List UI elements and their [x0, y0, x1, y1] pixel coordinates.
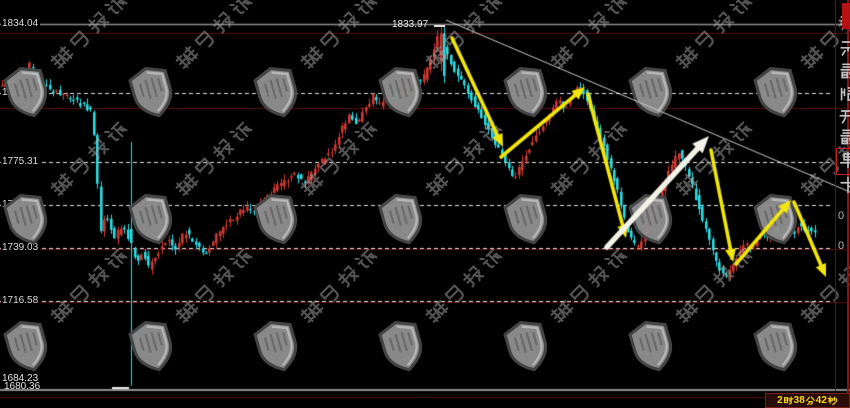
quote-flash-box [842, 3, 850, 29]
label-text: 42 [815, 394, 827, 406]
label-text: 38 [793, 394, 805, 406]
price-level-label: 1716.58 [1, 295, 41, 306]
hanzi-glyph [839, 151, 850, 169]
price-level-label: 1757.17 [1, 199, 41, 210]
quote-panel-item: 0 [838, 236, 850, 259]
hanzi-glyph [840, 129, 850, 145]
quote-panel-item [838, 61, 850, 84]
hanzi-glyph [840, 87, 850, 101]
price-level-label: 1775.31 [1, 156, 41, 167]
hanzi-glyph [840, 176, 850, 194]
peak-price-label: 1833.97 [392, 19, 429, 30]
quote-panel-item [838, 106, 850, 129]
price-level-label: 1804.53 [1, 87, 41, 98]
candle-countdown-timer: 2 38 42 [765, 393, 850, 408]
quote-panel-item [838, 127, 850, 150]
hanzi-glyph [805, 396, 815, 406]
quote-panel-item [838, 175, 850, 198]
hanzi-glyph [783, 396, 794, 405]
peak-tick [434, 25, 445, 27]
label-text: 0 [838, 240, 845, 252]
hanzi-glyph [840, 41, 850, 56]
price-level-label: 1739.03 [1, 242, 41, 253]
quote-panel-item: 0 [838, 206, 850, 229]
quote-panel-item [838, 38, 850, 61]
quote-panel-item [836, 148, 850, 175]
hanzi-glyph [839, 110, 850, 124]
price-label-low-2: 1680.36 [4, 381, 41, 392]
hanzi-glyph [840, 63, 850, 79]
label-text: 0 [838, 210, 845, 222]
hanzi-glyph [827, 396, 838, 406]
panel-divider [835, 0, 836, 391]
price-level-label: 1834.04 [1, 18, 41, 29]
quote-panel-item [838, 84, 850, 107]
